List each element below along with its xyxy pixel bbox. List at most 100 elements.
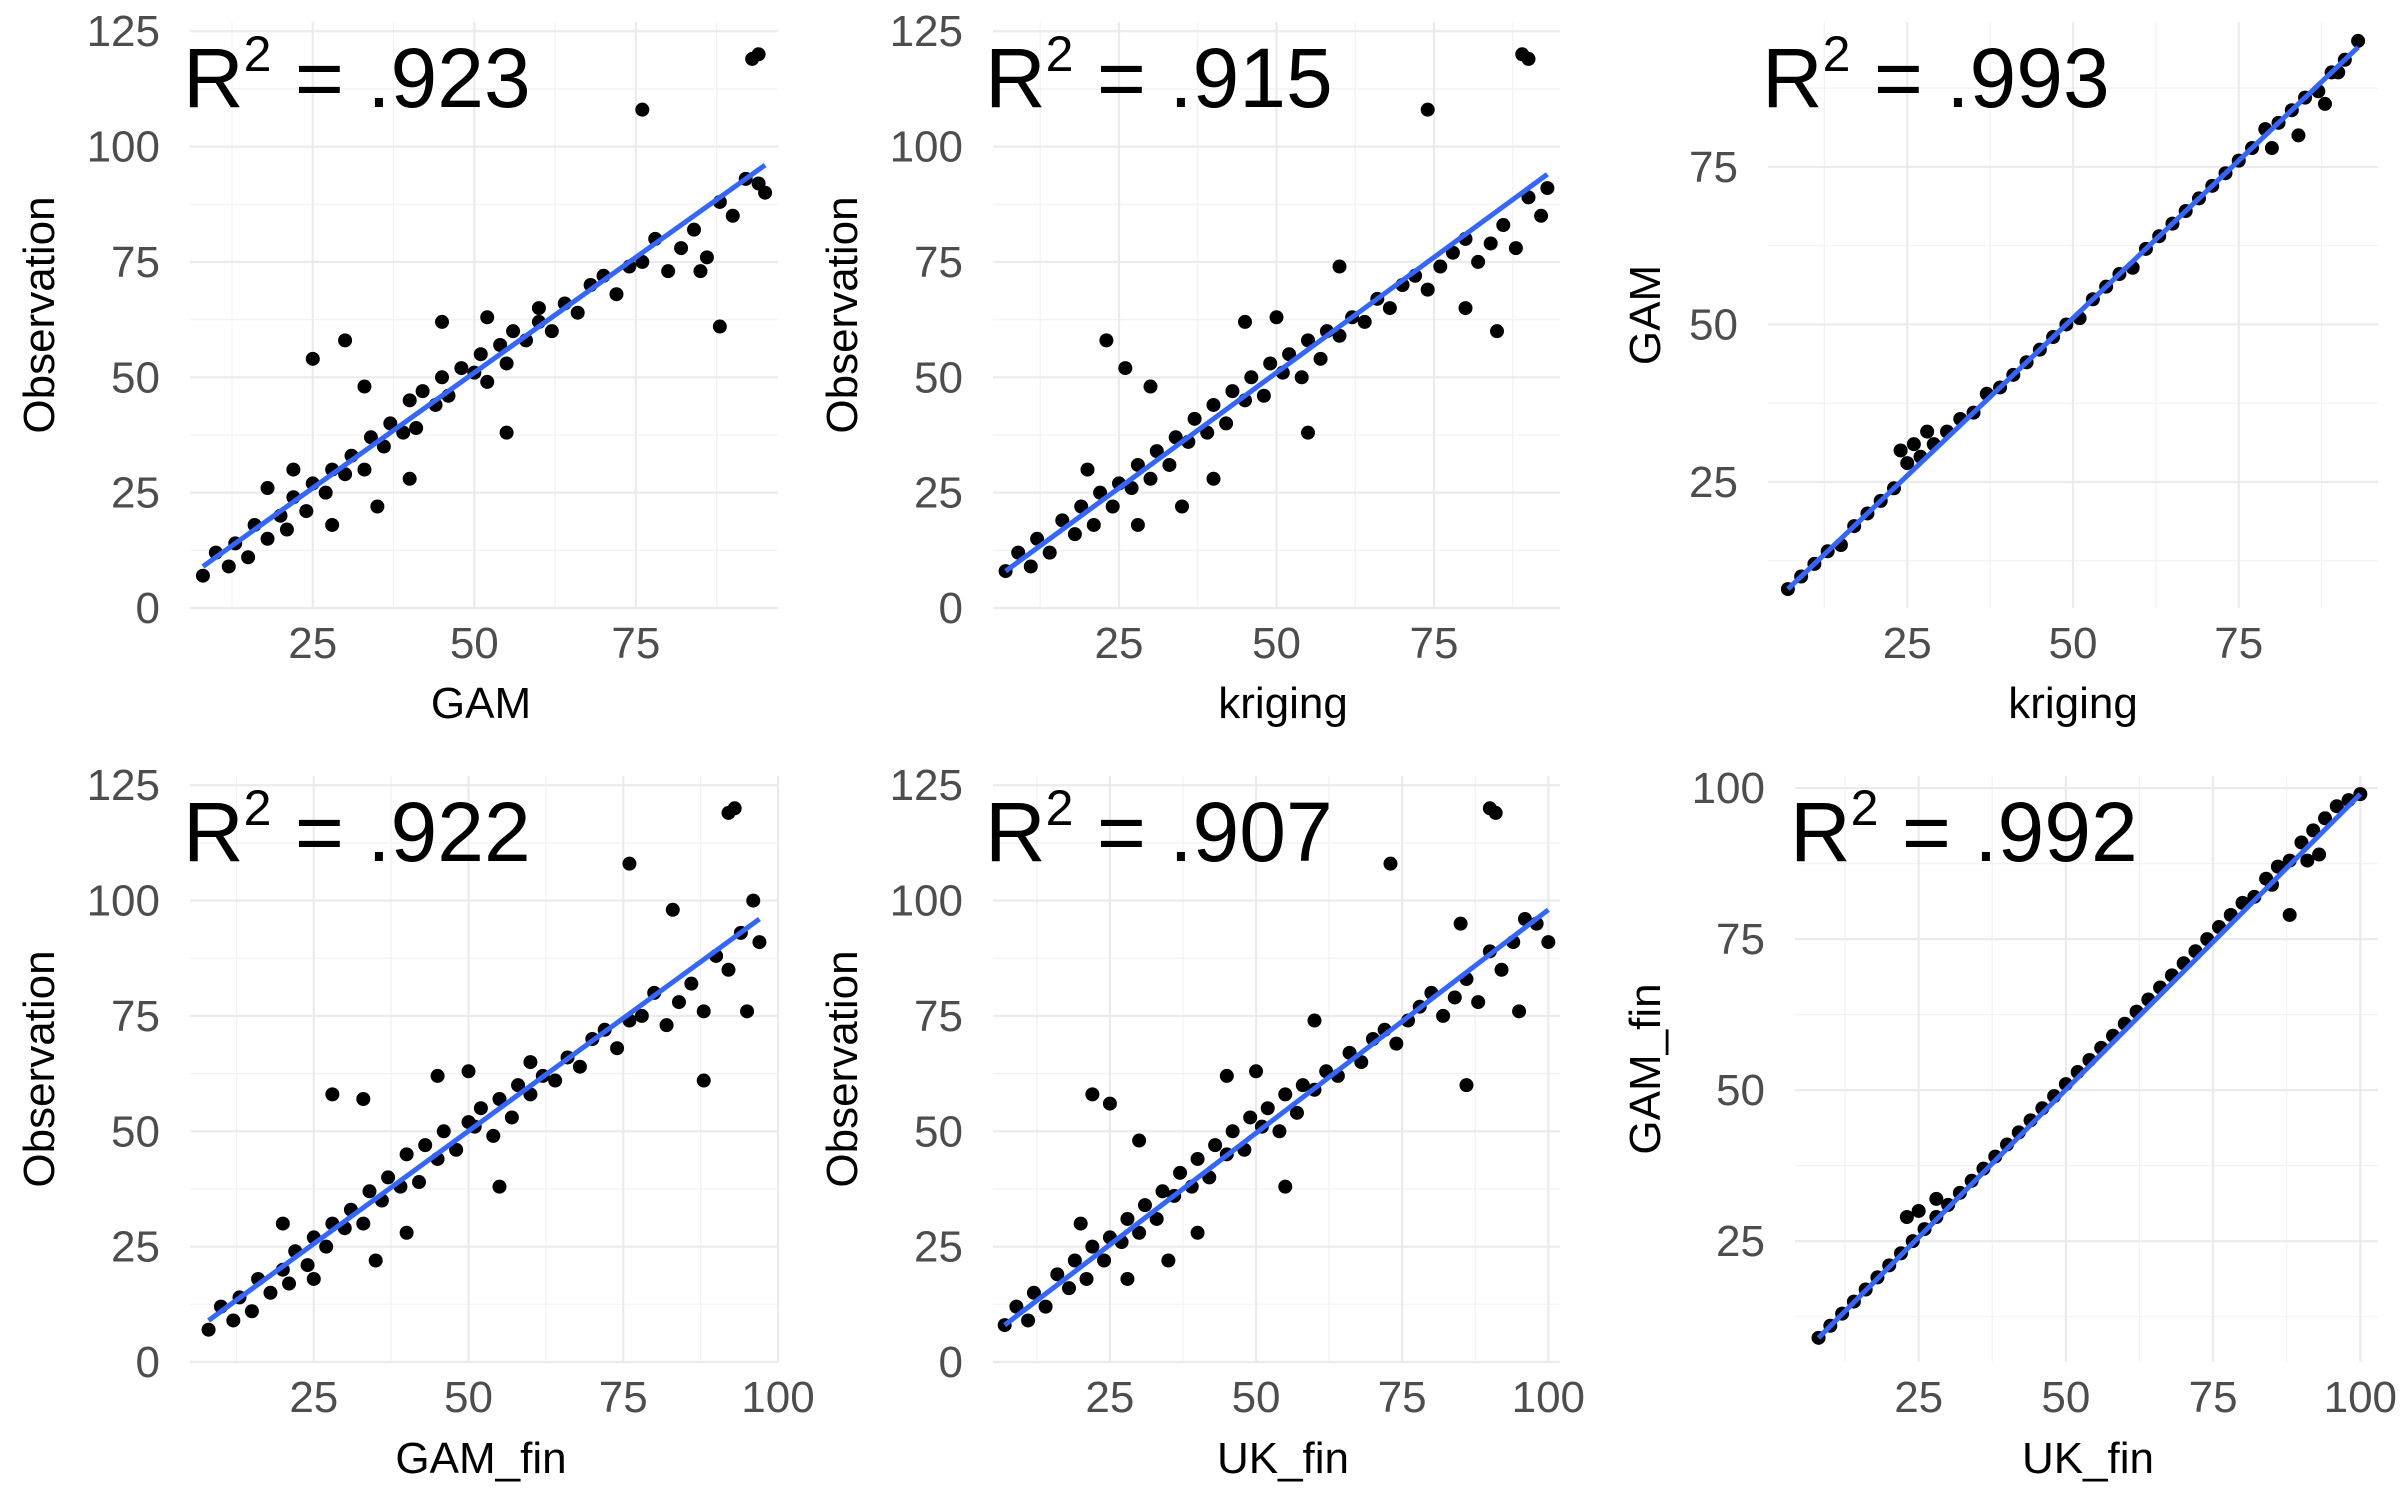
data-point (244, 1304, 259, 1319)
data-point (1219, 416, 1234, 431)
data-point (1389, 1036, 1404, 1051)
y-axis-label: GAM_fin (1621, 983, 1670, 1154)
panel-points (195, 47, 773, 583)
data-point (1149, 444, 1164, 459)
data-point (2312, 847, 2327, 862)
data-point (1200, 425, 1215, 440)
data-point (396, 425, 411, 440)
data-point (727, 801, 742, 816)
data-point (1263, 356, 1278, 371)
data-point (1102, 1096, 1117, 1111)
data-point (1168, 430, 1183, 445)
y-tick-label: 125 (87, 761, 160, 810)
data-point (1906, 437, 1921, 452)
r2-superscript: 2 (244, 780, 272, 836)
data-point (1471, 995, 1486, 1010)
y-axis-label: Observation (818, 196, 867, 433)
data-point (299, 504, 314, 519)
r2-value: = .923 (271, 31, 530, 125)
data-point (1436, 1008, 1451, 1023)
r2-value: = .992 (1878, 785, 2137, 879)
data-point (1301, 333, 1315, 348)
data-point (1534, 208, 1549, 223)
fit-line (1816, 792, 2363, 1340)
data-point (286, 462, 301, 477)
data-point (435, 370, 449, 385)
data-point (1132, 1225, 1147, 1240)
data-point (357, 379, 372, 394)
data-point (1086, 517, 1101, 532)
data-point (1162, 457, 1177, 472)
data-point (1420, 102, 1435, 117)
data-point (1453, 916, 1468, 931)
x-tick-label: 25 (1085, 1373, 1134, 1422)
y-tick-label: 125 (890, 761, 963, 810)
x-axis-label: UK_fin (1217, 1434, 1349, 1483)
data-point (1445, 245, 1460, 260)
data-point (1295, 1078, 1310, 1093)
data-point (1929, 1191, 1944, 1206)
r-squared-annotation: R2 = .922 (183, 780, 531, 879)
data-point (2351, 33, 2366, 48)
r2-prefix: R (183, 785, 244, 879)
data-point (746, 893, 761, 908)
data-point (751, 47, 766, 62)
y-tick-label: 0 (136, 1338, 160, 1387)
data-point (1278, 1179, 1293, 1194)
data-point (1190, 1151, 1205, 1166)
data-point (1132, 1133, 1147, 1148)
data-point (1225, 384, 1240, 399)
data-point (1105, 499, 1120, 514)
data-point (435, 314, 449, 329)
data-point (1244, 370, 1259, 385)
y-tick-labels: 0 25 50 75 100 125 (890, 761, 963, 1387)
data-point (1085, 1087, 1100, 1102)
x-tick-labels: 25 50 75 (1883, 619, 2263, 668)
data-point (504, 1110, 519, 1125)
r-squared-annotation: R2 = .993 (1762, 26, 2110, 125)
y-tick-label: 50 (1716, 1066, 1765, 1115)
data-point (1050, 1267, 1065, 1282)
r-squared-annotation: R2 = .915 (985, 26, 1333, 125)
data-point (412, 1175, 427, 1190)
data-point (634, 1008, 649, 1023)
r2-value: = .993 (1850, 31, 2109, 125)
data-point (725, 208, 740, 223)
data-point (1208, 1138, 1223, 1153)
x-tick-label: 25 (1095, 619, 1144, 668)
x-tick-label: 75 (2189, 1373, 2238, 1422)
data-point (402, 471, 417, 486)
data-point (1079, 1271, 1094, 1286)
fit-line (1004, 172, 1549, 574)
data-point (368, 1253, 383, 1268)
data-point (195, 568, 210, 583)
data-point (1494, 962, 1509, 977)
x-tick-label: 75 (611, 619, 660, 668)
data-point (418, 1138, 433, 1153)
data-point (356, 1216, 371, 1231)
data-point (1459, 1078, 1474, 1093)
data-point (671, 995, 686, 1010)
data-point (635, 102, 650, 117)
x-tick-labels: 25 50 75 100 (289, 1373, 814, 1422)
data-point (325, 517, 340, 532)
r2-value: = .922 (271, 785, 530, 879)
x-tick-label: 50 (444, 1373, 493, 1422)
data-point (687, 222, 701, 237)
panel-ukfin-vs-gamfin: 25 50 75 100 25 50 75 100 UK_fin GAM_fin R2 = … (1621, 764, 2397, 1483)
y-tick-label: 50 (914, 353, 963, 402)
data-point (1042, 545, 1057, 560)
r-squared-annotation: R2 = .907 (985, 780, 1333, 879)
data-point (1354, 1055, 1369, 1070)
data-point (1206, 471, 1221, 486)
y-tick-label: 25 (914, 1223, 963, 1272)
data-point (548, 1073, 563, 1088)
data-point (1269, 310, 1284, 325)
data-point (622, 856, 637, 871)
data-point (275, 1216, 290, 1231)
y-tick-label: 75 (111, 238, 160, 287)
data-point (263, 1285, 278, 1300)
data-point (1026, 1285, 1041, 1300)
y-tick-labels: 25 50 75 (1689, 143, 1738, 507)
